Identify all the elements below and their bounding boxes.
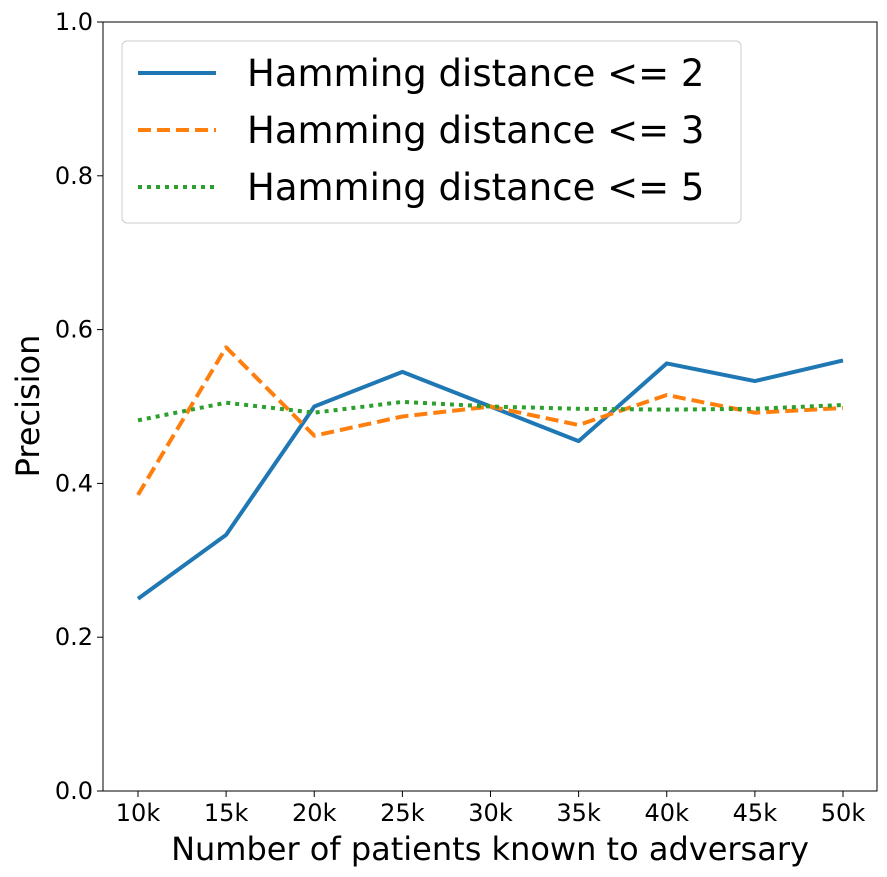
y-tick-label: 0.2 xyxy=(55,623,93,651)
x-axis-title: Number of patients known to adversary xyxy=(171,830,809,868)
y-tick-label: 0.6 xyxy=(55,316,93,344)
y-axis-ticks: 0.0 0.2 0.4 0.6 0.8 1.0 xyxy=(55,8,103,805)
y-tick-label: 0.8 xyxy=(55,162,93,190)
y-axis-title: Precision xyxy=(9,335,47,478)
y-tick-label: 0.4 xyxy=(55,469,93,497)
x-tick-label: 40k xyxy=(645,799,690,827)
plot-lines xyxy=(136,345,844,601)
x-tick-label: 20k xyxy=(292,799,337,827)
series-line-1 xyxy=(136,358,844,601)
legend-box xyxy=(121,40,742,224)
legend-label-3: Hamming distance <= 5 xyxy=(247,166,704,209)
x-tick-label: 45k xyxy=(733,799,778,827)
legend-label-2: Hamming distance <= 3 xyxy=(247,109,704,152)
x-tick-label: 50k xyxy=(821,799,866,827)
legend-label-1: Hamming distance <= 2 xyxy=(247,52,704,95)
legend: Hamming distance <= 2 Hamming distance <=… xyxy=(121,40,742,224)
series-line-2 xyxy=(136,345,844,496)
x-tick-label: 10k xyxy=(116,799,161,827)
y-tick-label: 1.0 xyxy=(55,8,93,36)
x-axis-ticks: 10k 15k 20k 25k 30k 35k 40k 45k 50k xyxy=(116,791,866,827)
x-tick-label: 30k xyxy=(468,799,513,827)
x-tick-label: 35k xyxy=(556,799,601,827)
x-tick-label: 15k xyxy=(204,799,249,827)
y-tick-label: 0.0 xyxy=(55,777,93,805)
x-tick-label: 25k xyxy=(380,799,425,827)
series-line-3 xyxy=(137,399,844,423)
